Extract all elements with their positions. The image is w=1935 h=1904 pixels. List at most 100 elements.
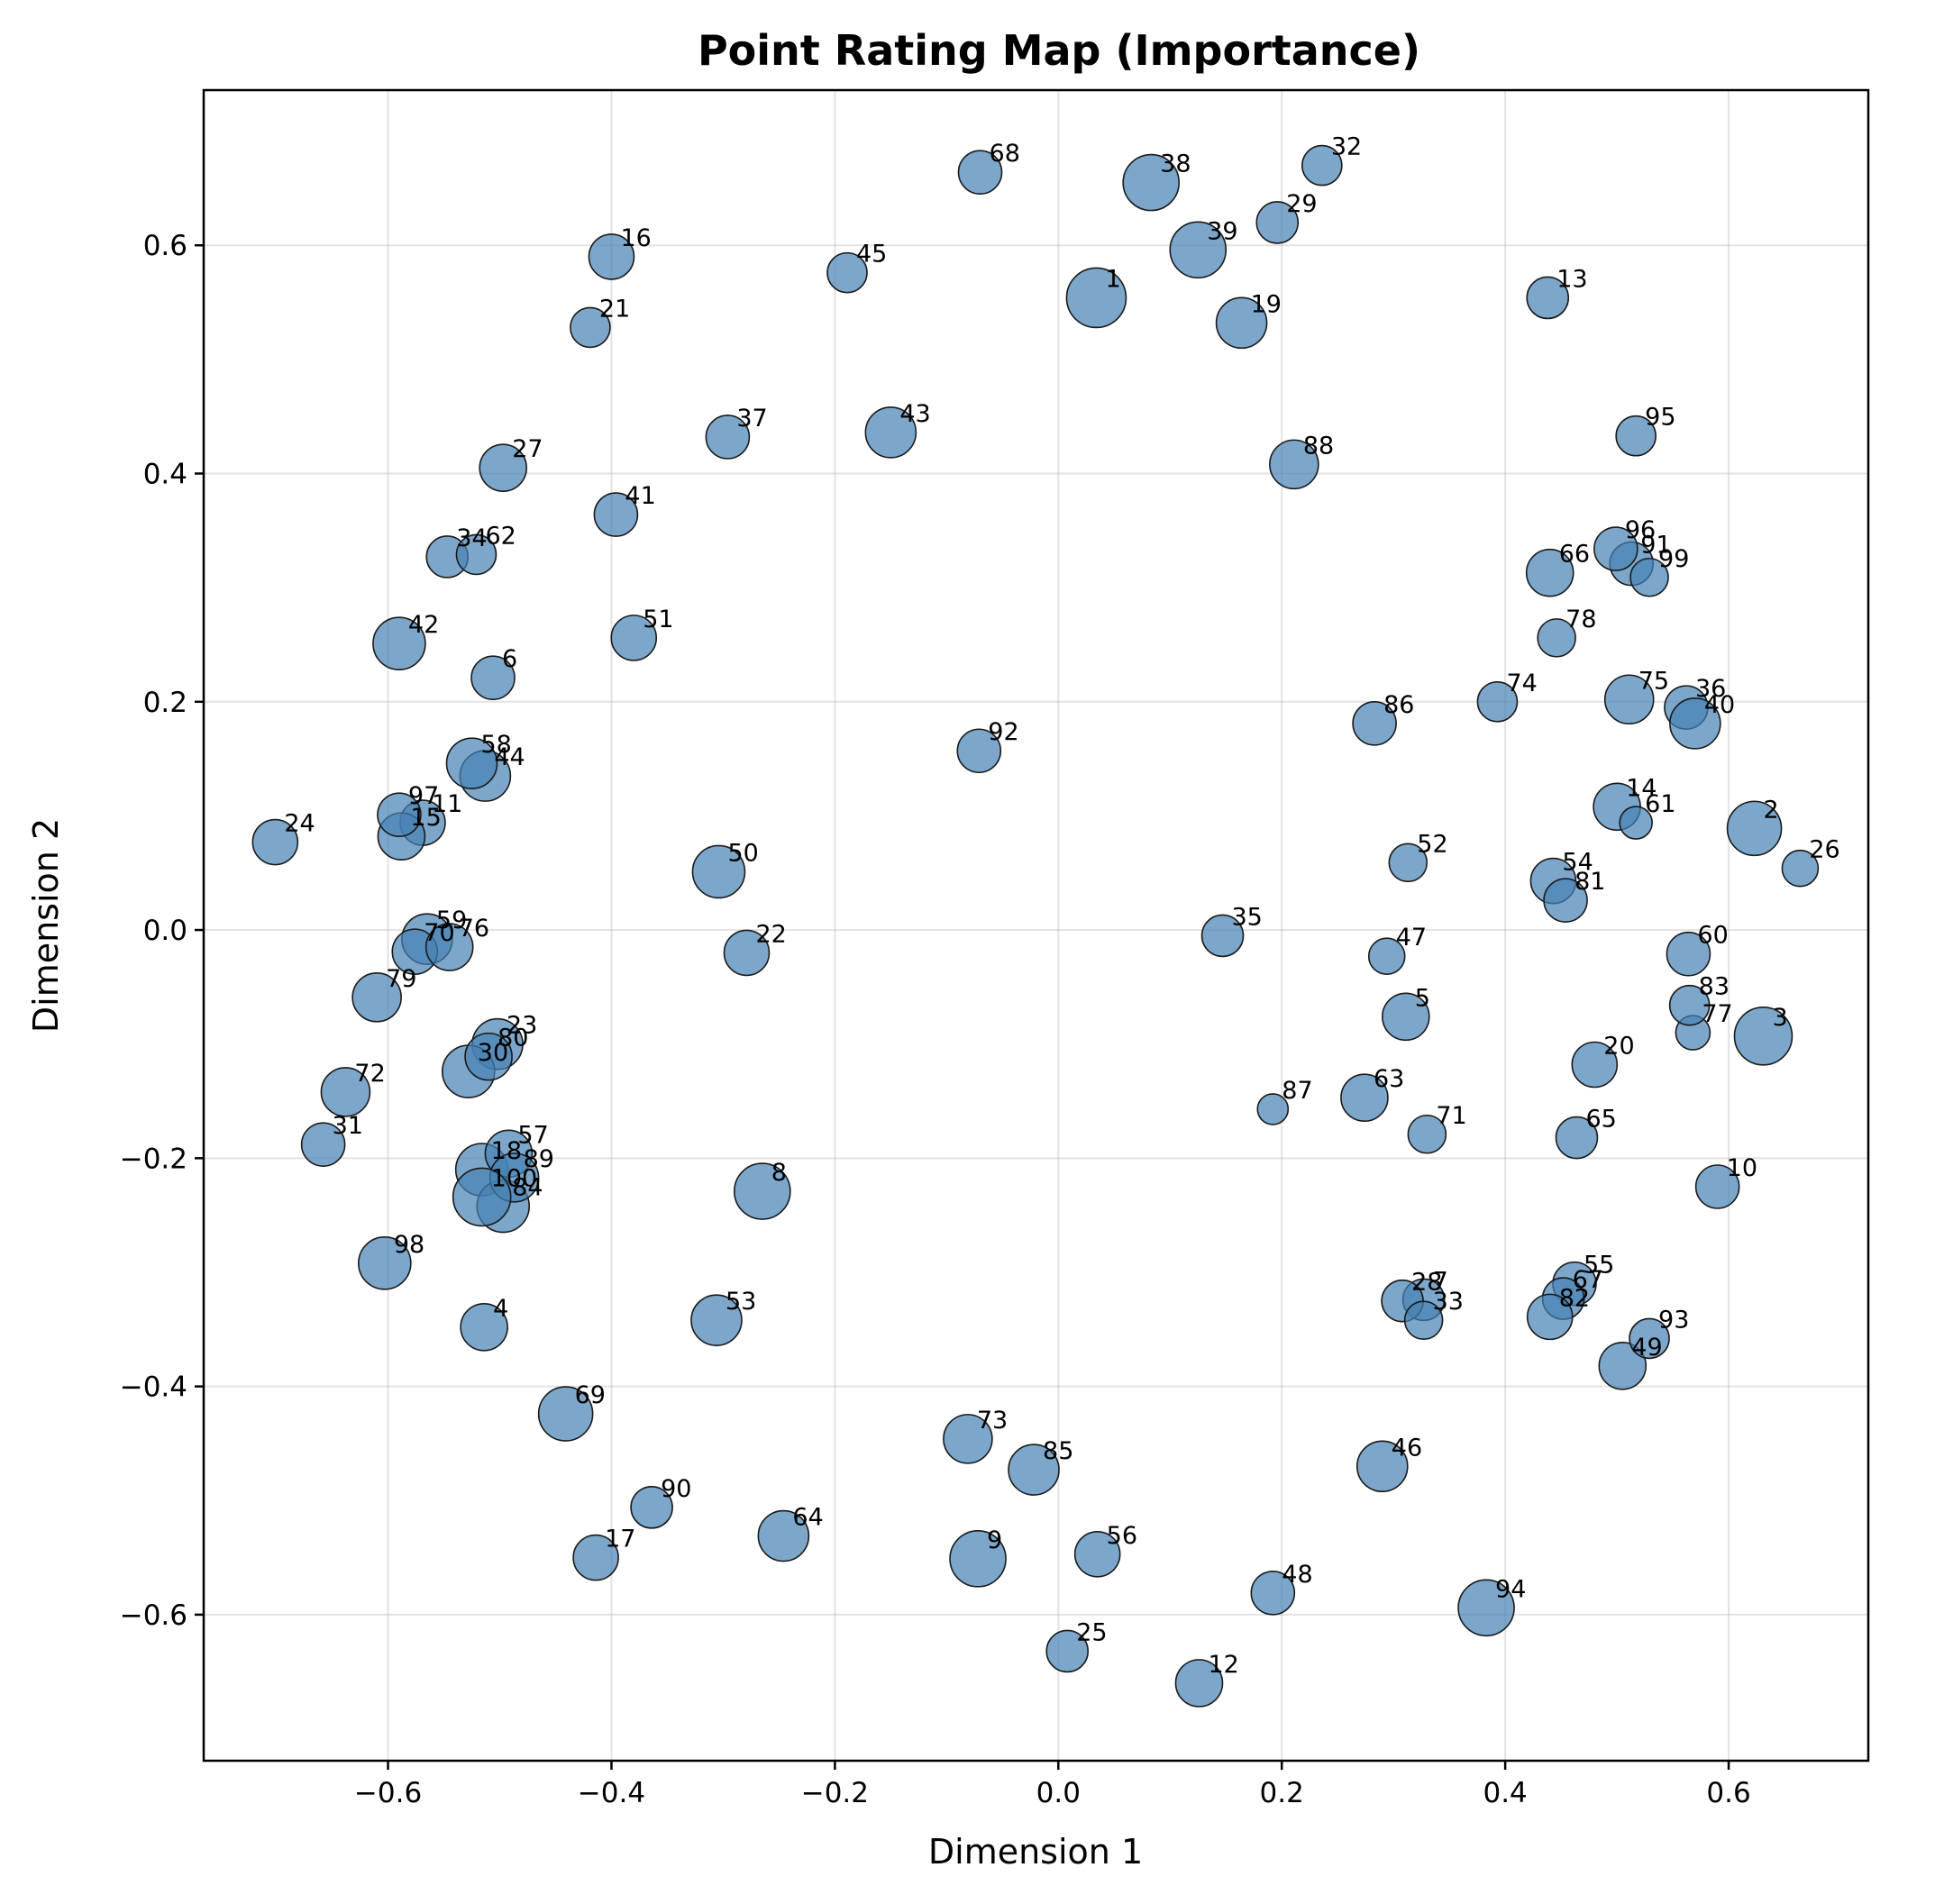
data-point [630, 1486, 673, 1529]
data-point [588, 233, 635, 280]
data-point-label: 68 [990, 140, 1020, 168]
data-point-label: 44 [494, 743, 525, 771]
data-point-label: 61 [1645, 790, 1675, 818]
point-labels: 1234567891011121314151617181920212223242… [284, 133, 1839, 1679]
data-point-label: 48 [1282, 1561, 1312, 1589]
data-point [464, 1032, 513, 1081]
data-point-label: 87 [1282, 1077, 1312, 1105]
data-point [1352, 701, 1397, 746]
x-axis-label: Dimension 1 [928, 1832, 1143, 1872]
x-tick-label: −0.2 [801, 1777, 869, 1809]
chart-title: Point Rating Map (Importance) [698, 26, 1420, 75]
data-point [1215, 296, 1268, 350]
data-point-label: 53 [726, 1288, 756, 1316]
data-point-label: 22 [755, 920, 786, 948]
data-point-label: 43 [899, 400, 930, 428]
data-point [1269, 439, 1319, 490]
data-point-label: 32 [1331, 133, 1362, 161]
data-point [479, 443, 528, 492]
data-point-label: 67 [1573, 1266, 1603, 1294]
data-point-label: 97 [408, 782, 439, 810]
data-point-label: 90 [661, 1475, 691, 1503]
data-point [1526, 1293, 1574, 1341]
data-point [1403, 1300, 1444, 1340]
data-point [1668, 984, 1711, 1026]
data-point-label: 51 [643, 606, 673, 633]
data-point-label: 73 [977, 1407, 1008, 1435]
data-point-label: 78 [1565, 606, 1596, 633]
data-point-label: 46 [1392, 1434, 1422, 1462]
data-point-label: 11 [432, 790, 462, 818]
data-point-label: 83 [1699, 973, 1730, 1001]
data-point [445, 737, 498, 789]
data-point-label: 76 [459, 915, 489, 943]
data-point [956, 728, 1002, 774]
data-point-label: 29 [1286, 190, 1317, 218]
data-point-label: 69 [575, 1381, 606, 1409]
data-point-label: 12 [1208, 1651, 1238, 1679]
data-point [1619, 806, 1653, 840]
data-point-label: 36 [1695, 675, 1726, 703]
data-point [1382, 992, 1430, 1042]
data-point-label: 98 [394, 1231, 424, 1259]
data-point-label: 88 [1303, 432, 1334, 460]
data-point [1781, 849, 1820, 888]
data-point [1122, 153, 1180, 212]
data-point [957, 150, 1003, 195]
data-point-label: 91 [1640, 532, 1671, 560]
data-point [358, 1236, 412, 1290]
data-point [705, 415, 751, 460]
data-point [1543, 878, 1588, 923]
data-point-label: 37 [736, 405, 767, 433]
data-point-label: 95 [1645, 404, 1675, 432]
data-point [351, 971, 402, 1023]
data-point [320, 1067, 371, 1117]
data-point-label: 19 [1251, 290, 1282, 318]
y-tick-label: 0.4 [143, 459, 187, 491]
y-tick-label: −0.6 [120, 1599, 187, 1632]
data-point-label: 28 [1411, 1269, 1442, 1297]
data-point [610, 615, 658, 661]
data-point-label: 81 [1574, 868, 1605, 896]
y-tick-label: −0.2 [120, 1143, 187, 1175]
data-point-label: 77 [1702, 1000, 1732, 1028]
data-point-label: 99 [1658, 545, 1689, 573]
data-point [572, 1534, 619, 1581]
data-point [470, 655, 516, 700]
data-point-label: 100 [491, 1164, 538, 1192]
data-point [1726, 800, 1783, 857]
data-point [1255, 201, 1300, 244]
y-tick-label: 0.2 [143, 687, 187, 719]
data-point [593, 492, 639, 537]
data-point-label: 82 [1559, 1284, 1590, 1312]
data-point-label: 4 [493, 1295, 508, 1323]
data-point-label: 6 [502, 645, 517, 673]
x-tick-label: 0.0 [1036, 1777, 1081, 1809]
data-point-label: 8 [771, 1159, 787, 1187]
data-point-label: 74 [1506, 670, 1537, 697]
data-point [1525, 548, 1574, 597]
data-point-label: 79 [386, 965, 416, 993]
data-point-label: 21 [599, 295, 630, 323]
data-point [1407, 1114, 1447, 1154]
data-point-label: 30 [478, 1039, 508, 1067]
data-point-label: 33 [1433, 1288, 1464, 1316]
data-point [1301, 144, 1343, 187]
data-point-label: 45 [856, 241, 887, 269]
data-point-label: 2 [1764, 796, 1779, 824]
data-point-label: 84 [512, 1174, 543, 1202]
data-point-label: 58 [481, 731, 512, 759]
data-point-label: 80 [497, 1025, 528, 1052]
y-tick-label: 0.6 [143, 230, 187, 262]
data-point [1256, 1093, 1290, 1125]
data-point [424, 923, 474, 971]
y-tick-label: −0.4 [120, 1371, 187, 1404]
x-tick-label: 0.4 [1483, 1777, 1527, 1809]
grid-lines [204, 90, 1868, 1761]
data-point-label: 1 [1105, 265, 1120, 293]
data-point [1733, 1007, 1794, 1066]
x-tick-label: −0.4 [578, 1777, 645, 1809]
data-point-label: 70 [424, 919, 454, 947]
